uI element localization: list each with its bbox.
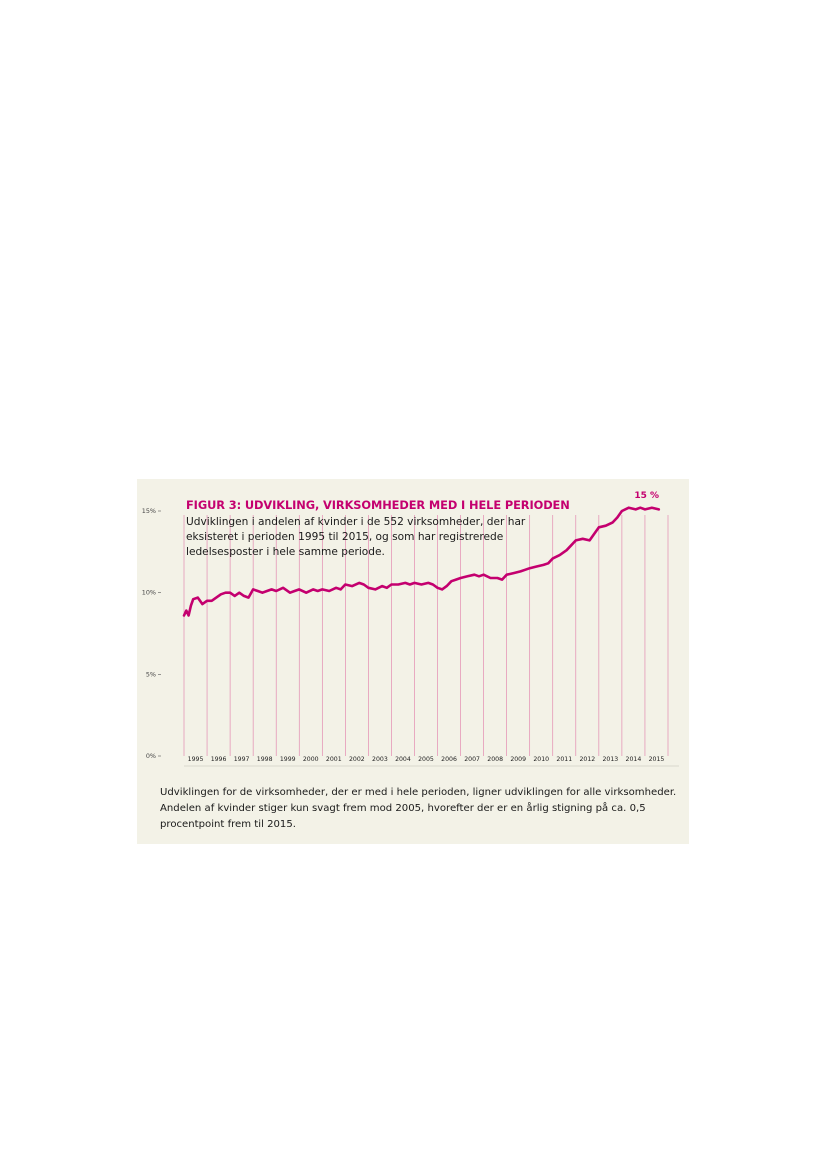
- y-tick-label-15: 15%: [142, 507, 156, 515]
- x-tick-label-2001: 2001: [326, 756, 342, 763]
- x-tick-label-1995: 1995: [188, 756, 204, 763]
- x-tick-label-2002: 2002: [349, 756, 365, 763]
- figure-caption: Udviklingen for de virksomheder, der er …: [160, 787, 677, 830]
- y-axis: 0% 5% 10% 15%: [142, 507, 161, 760]
- x-tick-label-1999: 1999: [280, 756, 296, 763]
- x-tick-label-2008: 2008: [487, 756, 503, 763]
- x-tick-label-2000: 2000: [303, 756, 319, 763]
- x-tick-label-2006: 2006: [441, 756, 457, 763]
- line-chart: 0% 5% 10% 15% 1995 1996 1997 1998 1999 2000 2001 2…: [142, 491, 679, 767]
- x-tick-label-2012: 2012: [579, 756, 595, 763]
- x-tick-label-2011: 2011: [556, 756, 572, 763]
- x-tick-label-2013: 2013: [603, 756, 619, 763]
- figure-title: FIGUR 3: UDVIKLING, VIRKSOMHEDER MED I H…: [186, 498, 570, 512]
- end-value-label: 15 %: [634, 491, 659, 501]
- x-tick-label-1998: 1998: [257, 756, 273, 763]
- figure-subtitle: Udviklingen i andelen af kvinder i de 55…: [186, 516, 526, 558]
- x-tick-label-2003: 2003: [372, 756, 388, 763]
- x-tick-label-2015: 2015: [649, 756, 665, 763]
- x-tick-label-2004: 2004: [395, 756, 411, 763]
- x-tick-label-2010: 2010: [533, 756, 549, 763]
- series-line-0: [182, 506, 661, 617]
- y-tick-label-10: 10%: [142, 589, 156, 597]
- x-axis: 1995 1996 1997 1998 1999 2000 2001 2002 2003 2004…: [188, 756, 665, 763]
- gridlines: [183, 515, 669, 756]
- x-tick-label-2014: 2014: [626, 756, 642, 763]
- x-tick-label-2007: 2007: [464, 756, 480, 763]
- x-tick-label-2005: 2005: [418, 756, 434, 763]
- figure-panel: 0% 5% 10% 15% 1995 1996 1997 1998 1999 2000 2001 2…: [137, 479, 689, 844]
- y-tick-label-5: 5%: [146, 670, 156, 678]
- y-tick-label-0: 0%: [146, 752, 156, 760]
- x-tick-label-1997: 1997: [234, 756, 250, 763]
- series-layer: [182, 506, 661, 617]
- x-tick-label-1996: 1996: [211, 756, 227, 763]
- x-tick-label-2009: 2009: [510, 756, 526, 763]
